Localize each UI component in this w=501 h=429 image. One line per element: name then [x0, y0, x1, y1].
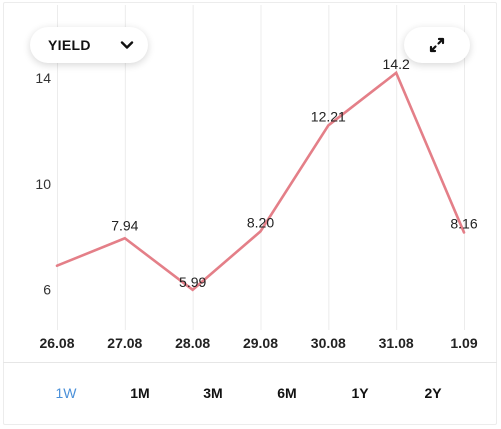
expand-icon — [429, 37, 445, 53]
x-tick-label: 27.08 — [107, 335, 142, 351]
x-tick-label: 31.08 — [379, 335, 414, 351]
data-label: 14.2 — [383, 56, 410, 72]
tab-2y[interactable]: 2Y — [424, 385, 442, 401]
x-tick-label: 26.08 — [39, 335, 74, 351]
yield-line-chart: 6 10 14 7.94 5.99 8.20 12.21 14.2 8.16 26.08 27.08… — [35, 5, 478, 351]
data-label: 8.16 — [450, 215, 477, 231]
data-label: 7.94 — [111, 217, 138, 233]
yield-series-line — [55, 70, 466, 292]
y-tick-label: 14 — [35, 70, 51, 86]
y-tick-label: 10 — [35, 176, 51, 192]
data-label: 12.21 — [311, 108, 346, 124]
data-label: 8.20 — [247, 214, 274, 230]
tab-1y[interactable]: 1Y — [351, 385, 369, 401]
metric-dropdown[interactable]: YIELD — [30, 27, 148, 63]
data-label: 5.99 — [179, 274, 206, 290]
x-tick-label: 28.08 — [175, 335, 210, 351]
chart-card — [3, 2, 497, 425]
tab-6m[interactable]: 6M — [277, 385, 297, 401]
expand-button[interactable] — [404, 27, 470, 63]
chevron-down-icon — [120, 41, 134, 49]
x-tick-label: 29.08 — [243, 335, 278, 351]
x-tick-label: 30.08 — [311, 335, 346, 351]
range-tabs: 1W 1M 3M 6M 1Y 2Y — [3, 362, 497, 424]
y-tick-label: 6 — [43, 282, 51, 298]
metric-dropdown-label: YIELD — [48, 37, 91, 53]
tab-1w[interactable]: 1W — [55, 385, 77, 401]
tab-3m[interactable]: 3M — [203, 385, 223, 401]
tab-1m[interactable]: 1M — [130, 385, 150, 401]
x-tick-label: 1.09 — [450, 335, 477, 351]
